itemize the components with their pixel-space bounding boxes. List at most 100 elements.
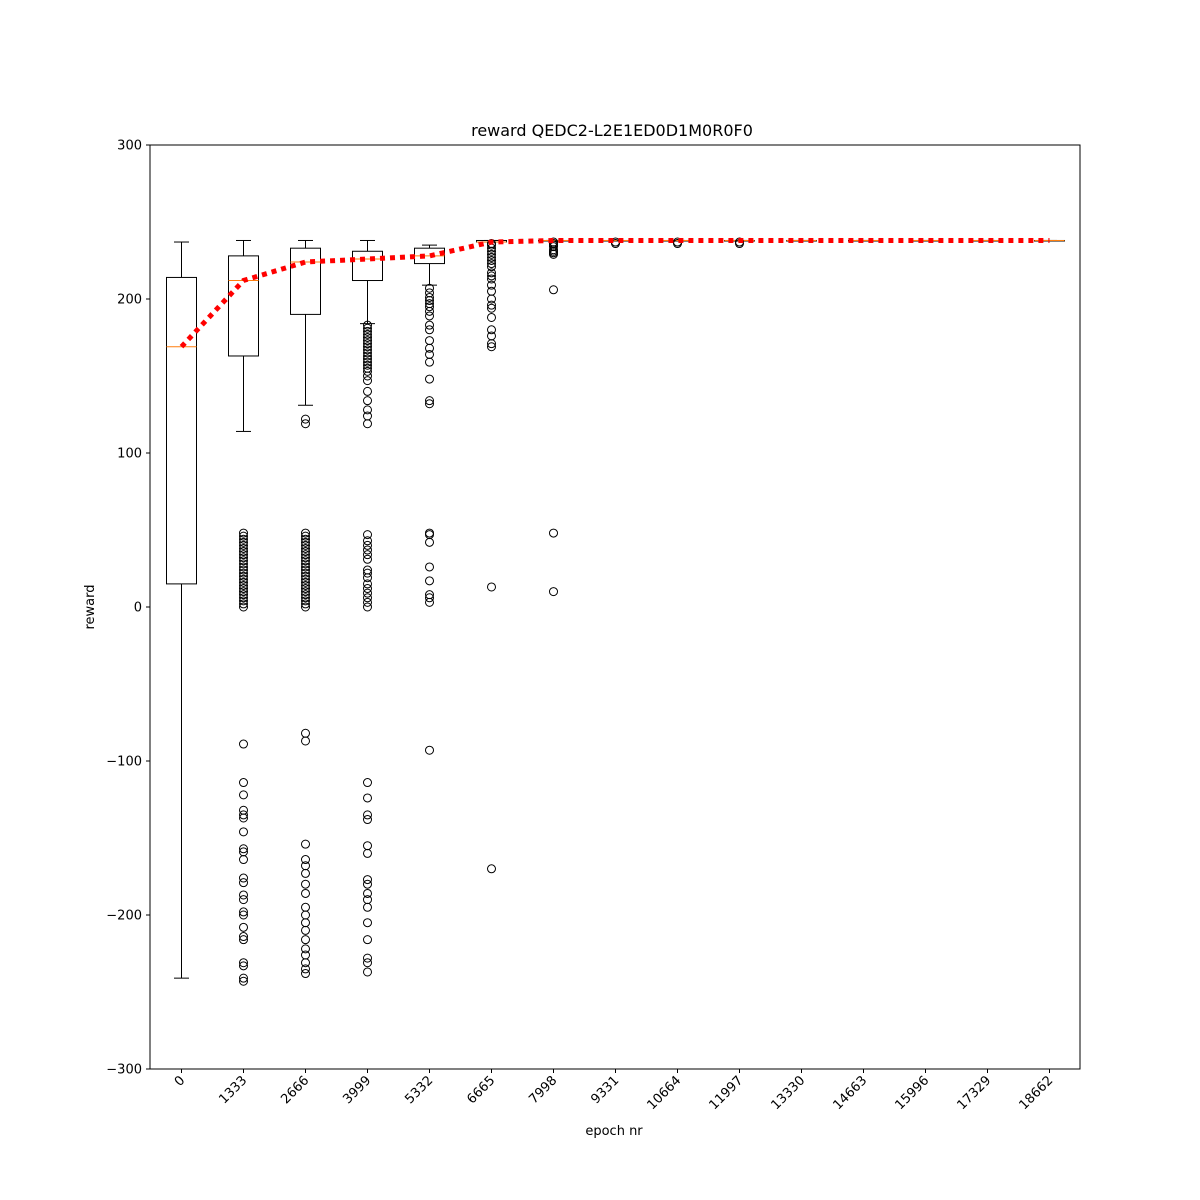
outlier-point xyxy=(363,568,372,578)
outlier-point xyxy=(425,576,434,586)
chart-title: reward QEDC2-L2E1ED0D1M0R0F0 xyxy=(471,121,753,140)
outlier-point xyxy=(301,868,310,878)
y-tick-label: 100 xyxy=(117,447,142,462)
outlier-point xyxy=(425,396,434,406)
outlier-point xyxy=(549,587,558,597)
outlier-point xyxy=(425,399,434,409)
outlier-point xyxy=(363,536,372,546)
outlier-point xyxy=(487,864,496,874)
outlier-point xyxy=(487,294,496,304)
outlier-point xyxy=(549,528,558,538)
outlier-point xyxy=(363,602,372,612)
outlier-point xyxy=(363,329,372,339)
outlier-point xyxy=(363,333,372,342)
outlier-point xyxy=(425,343,434,353)
outlier-point xyxy=(301,596,310,606)
y-tick-label: 0 xyxy=(134,601,142,616)
outlier-point xyxy=(301,925,310,935)
outlier-point xyxy=(363,342,372,352)
outlier-point xyxy=(301,534,310,544)
outlier-point xyxy=(301,543,310,553)
outlier-point xyxy=(487,271,496,281)
outlier-point xyxy=(239,556,248,566)
outlier-point xyxy=(239,844,248,854)
box-iqr xyxy=(166,276,197,585)
outlier-point xyxy=(363,810,372,820)
y-axis-ticks: −300 −200 −100 0 100 200 300 xyxy=(106,139,150,1078)
outlier-point xyxy=(301,587,310,597)
outlier-point xyxy=(239,778,248,788)
outlier-point xyxy=(363,351,372,361)
outlier-point xyxy=(301,414,310,424)
outlier-point xyxy=(301,537,310,547)
outlier-point xyxy=(425,374,434,384)
box-iqr xyxy=(228,255,259,357)
outlier-point xyxy=(239,873,248,883)
outlier-point xyxy=(363,958,372,968)
outlier-point xyxy=(239,580,248,590)
outlier-point xyxy=(239,534,248,544)
outlier-point xyxy=(363,902,372,912)
outlier-point xyxy=(425,320,434,330)
outlier-point xyxy=(301,958,310,968)
outlier-point xyxy=(425,745,434,755)
outlier-point xyxy=(425,597,434,607)
outlier-point xyxy=(487,256,496,265)
box-plot-3999 xyxy=(352,239,383,977)
outlier-point xyxy=(301,571,310,581)
outlier-point xyxy=(425,325,434,335)
outlier-point xyxy=(239,537,248,547)
outlier-point xyxy=(301,574,310,584)
outlier-point xyxy=(301,855,310,865)
outlier-point xyxy=(301,593,310,603)
outlier-point xyxy=(487,280,496,290)
outlier-point xyxy=(239,547,248,557)
outlier-point xyxy=(363,875,372,885)
outlier-point xyxy=(425,537,434,547)
outlier-point xyxy=(487,252,496,262)
outlier-point xyxy=(239,565,248,575)
outlier-point xyxy=(301,556,310,566)
outlier-point xyxy=(363,597,372,607)
outlier-point xyxy=(363,540,372,550)
outlier-point xyxy=(239,602,248,612)
outlier-point xyxy=(363,354,372,364)
outlier-point xyxy=(239,577,248,587)
outlier-point xyxy=(301,590,310,600)
outlier-point xyxy=(301,879,310,889)
outlier-point xyxy=(425,306,434,316)
outlier-point xyxy=(239,958,248,968)
outlier-point xyxy=(301,528,310,538)
box-iqr xyxy=(290,247,321,315)
outlier-point xyxy=(425,283,434,293)
outlier-point xyxy=(363,579,372,589)
outlier-point xyxy=(239,790,248,800)
outlier-point xyxy=(363,386,372,396)
outlier-point xyxy=(363,405,372,415)
outlier-point xyxy=(239,910,248,920)
outlier-point xyxy=(301,736,310,746)
outlier-point xyxy=(301,565,310,575)
outlier-point xyxy=(363,550,372,560)
outlier-point xyxy=(239,596,248,606)
outlier-point xyxy=(487,268,496,278)
outlier-point xyxy=(425,357,434,367)
outlier-point xyxy=(487,312,496,322)
outlier-point xyxy=(363,326,372,336)
outlier-point xyxy=(363,778,372,788)
outlier-point xyxy=(239,810,248,820)
outlier-point xyxy=(549,285,558,295)
outlier-point xyxy=(239,973,248,983)
outlier-point xyxy=(301,547,310,557)
outlier-point xyxy=(239,932,248,942)
outlier-point xyxy=(487,339,496,349)
y-axis-label: reward xyxy=(83,584,98,629)
outlier-point xyxy=(363,348,372,358)
outlier-point xyxy=(363,573,372,583)
y-tick-label: 300 xyxy=(117,139,142,154)
outlier-point xyxy=(239,827,248,837)
outlier-point xyxy=(487,342,496,352)
outlier-point xyxy=(363,323,372,333)
outlier-point xyxy=(549,249,558,259)
outlier-point xyxy=(239,855,248,865)
